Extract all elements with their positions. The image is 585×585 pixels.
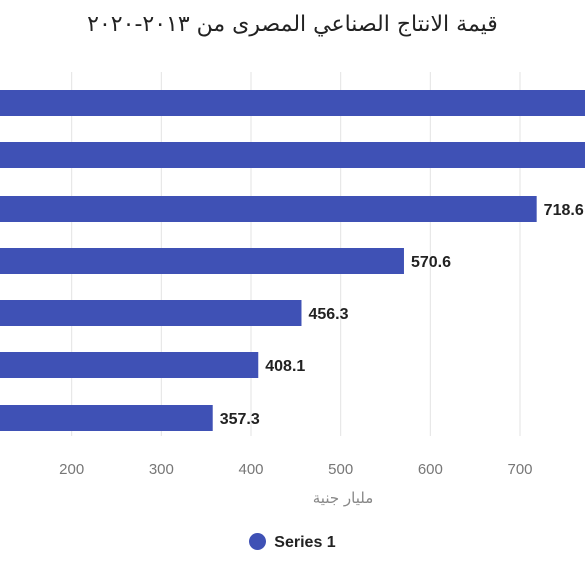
bar-value-label: 408.1 xyxy=(265,358,305,375)
bar xyxy=(0,196,537,222)
bars xyxy=(0,90,585,431)
chart-title: قيمة الانتاج الصناعي المصرى من ٢٠١٣-٢٠٢٠ xyxy=(87,12,498,37)
x-tick-label: 400 xyxy=(238,461,263,478)
bar xyxy=(0,352,259,378)
x-tick-label: 700 xyxy=(507,461,532,478)
bar-value-label: 357.3 xyxy=(220,411,260,428)
bar-value-label: 456.3 xyxy=(308,306,348,323)
bar xyxy=(0,300,302,326)
bar-value-label: 570.6 xyxy=(411,254,451,271)
legend: Series 1 xyxy=(0,533,585,552)
legend-label: Series 1 xyxy=(274,534,336,551)
x-tick-label: 200 xyxy=(59,461,84,478)
x-tick-label: 300 xyxy=(149,461,174,478)
legend-marker xyxy=(249,533,267,550)
bar-value-label: 718.6 xyxy=(544,202,584,219)
x-axis-title: مليار جنية xyxy=(313,489,373,507)
x-axis-ticks: 0200300400500600700 xyxy=(59,461,532,478)
bar xyxy=(0,248,404,274)
data-labels: 718.6 570.6 456.3 408.1 357.3 xyxy=(220,202,584,428)
x-tick-label: 600 xyxy=(418,461,443,478)
bar xyxy=(0,90,585,116)
x-tick-label: 500 xyxy=(328,461,353,478)
bar xyxy=(0,405,213,431)
bar xyxy=(0,142,585,168)
